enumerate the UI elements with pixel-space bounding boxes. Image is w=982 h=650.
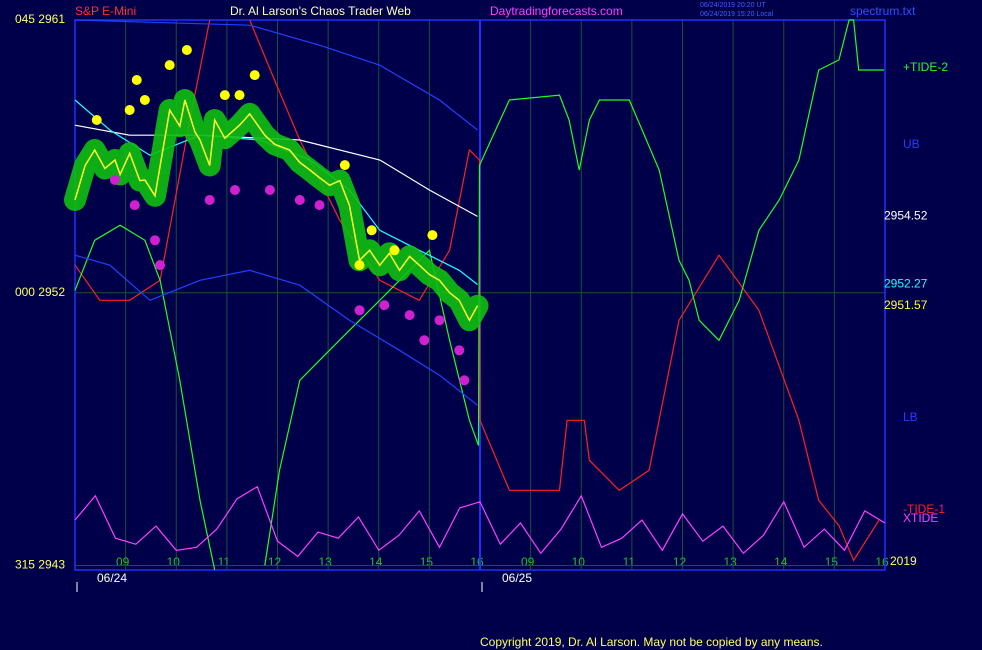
marker [139, 95, 150, 105]
series-line [74, 19, 478, 131]
series-label: XTIDE [903, 511, 938, 525]
x-tick-label: 12 [673, 555, 687, 569]
site: Daytradingforecasts.com [490, 4, 623, 18]
marker [434, 315, 445, 326]
end-value-label: 2954.52 [884, 209, 928, 223]
year: 2019 [890, 554, 917, 568]
series-label: +TIDE-2 [903, 60, 948, 74]
series-line [74, 124, 478, 217]
marker [459, 375, 470, 386]
x-tick-label: 10 [572, 555, 586, 569]
marker [454, 345, 465, 356]
x-tick-label: 09 [116, 555, 130, 569]
series-line [74, 254, 478, 406]
y-tick-label: 315 2943 [15, 558, 65, 572]
x-tick-label: 11 [623, 555, 636, 569]
x-tick-label: 15 [825, 555, 839, 569]
series-line [74, 485, 886, 558]
marker [264, 185, 275, 195]
marker [229, 185, 240, 195]
series-line [74, 99, 479, 322]
instrument: S&P E-Mini [75, 4, 136, 18]
marker [164, 60, 175, 71]
marker [379, 300, 390, 311]
x-tick-label: 15 [420, 555, 434, 569]
y-tick-label: 000 2952 [15, 285, 65, 299]
x-tick-label: 12 [268, 555, 282, 569]
x-tick-label: 11 [218, 555, 231, 569]
x-tick-label: 13 [723, 555, 737, 569]
end-value-label: 2952.27 [884, 277, 928, 291]
x-tick-label: 13 [318, 555, 332, 569]
end-value-label: 2951.57 [884, 298, 928, 312]
marker [314, 200, 325, 211]
marker [219, 90, 230, 101]
date-label: 06/24 [97, 571, 127, 585]
x-tick-label: 16 [470, 555, 484, 569]
y-tick-label: 045 2961 [15, 12, 65, 26]
marker [124, 105, 135, 115]
x-tick-label: 14 [369, 555, 383, 569]
marker [131, 75, 142, 85]
marker [294, 195, 305, 205]
marker [234, 90, 245, 101]
x-tick-label: 09 [521, 555, 535, 569]
x-tick-label: 16 [875, 555, 889, 569]
file-name: spectrum.txt [850, 4, 916, 18]
chart-title: Dr. Al Larson's Chaos Trader Web [230, 4, 411, 18]
series-label: -TIDE-1 [903, 502, 945, 516]
marker [427, 230, 438, 241]
marker [129, 200, 140, 211]
series-line [74, 19, 884, 571]
marker [91, 115, 102, 125]
timestamp: 06/24/2019 15:20 Local [700, 11, 774, 18]
marker [149, 235, 160, 246]
marker [204, 195, 215, 205]
marker [109, 175, 120, 185]
marker [354, 260, 365, 271]
series-label: LB [903, 410, 918, 424]
marker [366, 225, 377, 236]
marker [389, 245, 400, 256]
x-tick-label: 10 [167, 555, 181, 569]
date-label: 06/25 [502, 571, 532, 585]
marker [339, 160, 350, 171]
copyright: Copyright 2019, Dr. Al Larson. May not b… [480, 635, 823, 649]
marker [249, 70, 260, 81]
x-tick-label: 14 [774, 555, 788, 569]
marker [419, 335, 430, 346]
timestamp: 06/24/2019 20:20 UT [700, 2, 766, 9]
marker [354, 305, 365, 316]
marker [404, 310, 415, 321]
marker [155, 260, 166, 271]
series-label: UB [903, 137, 920, 151]
marker [181, 45, 192, 55]
